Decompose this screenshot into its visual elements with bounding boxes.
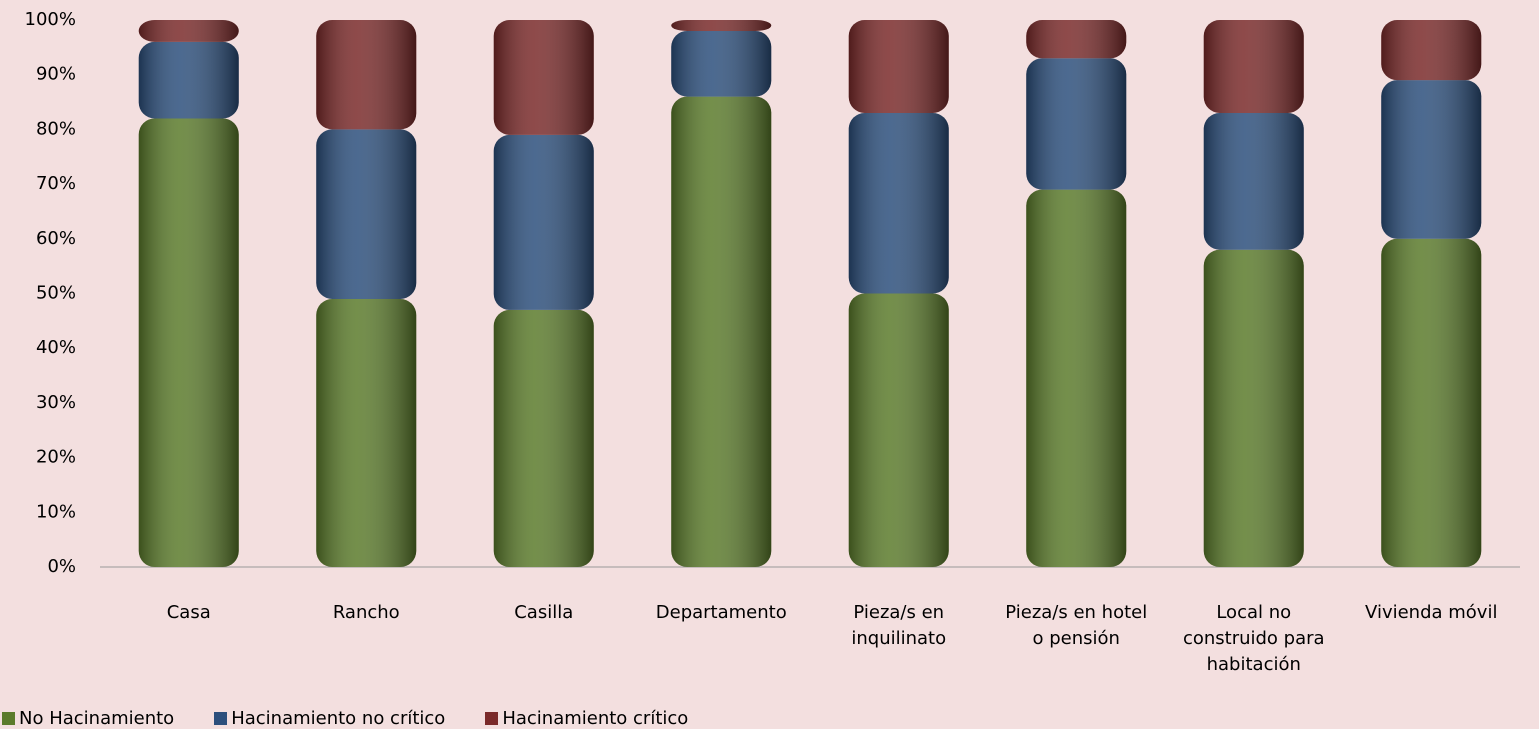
legend-swatch	[2, 712, 15, 725]
y-tick-label: 60%	[36, 228, 76, 249]
x-tick-label: Pieza/s en inquilinato	[851, 602, 947, 649]
legend-swatch	[485, 712, 499, 725]
y-tick-label: 20%	[36, 447, 76, 468]
bar-shade	[1203, 112, 1304, 250]
legend-label: Hacinamiento crítico	[502, 708, 689, 729]
bar-shade	[1026, 20, 1127, 59]
bar-shade	[138, 41, 239, 119]
x-tick-label: Pieza/s en hotel o pensión	[1005, 602, 1148, 649]
bar-shade	[848, 293, 949, 567]
bar-shade	[316, 20, 417, 130]
y-tick-label: 100%	[25, 9, 76, 30]
bar-shade	[1203, 20, 1304, 113]
bar-shade	[316, 298, 417, 567]
y-tick-label: 70%	[36, 173, 76, 194]
bar-shade	[1026, 189, 1127, 567]
bar-shade	[316, 129, 417, 299]
bar-shade	[493, 20, 594, 135]
x-tick-label: Casilla	[514, 602, 574, 623]
legend-item: Hacinamiento crítico	[485, 708, 688, 729]
legend-item: Hacinamiento no crítico	[214, 708, 445, 729]
bar-shade	[671, 30, 772, 97]
x-tick-label: Departamento	[655, 602, 787, 623]
bar-shade	[493, 309, 594, 567]
x-tick-label: Rancho	[332, 602, 400, 623]
y-tick-label: 30%	[36, 392, 76, 413]
bar-shade	[671, 96, 772, 567]
x-tick-label: Casa	[166, 602, 211, 623]
x-tick-label: Local no construido para habitación	[1182, 602, 1325, 675]
bar-shade	[493, 134, 594, 310]
bar-shade	[1026, 58, 1127, 190]
y-tick-label: 50%	[36, 283, 76, 304]
bar-shade	[138, 118, 239, 568]
y-tick-label: 10%	[36, 501, 76, 522]
bar-shade	[848, 112, 949, 294]
bar-shade	[1381, 80, 1482, 239]
y-tick-label: 90%	[36, 64, 76, 85]
bar-shade	[1381, 238, 1482, 568]
y-tick-label: 40%	[36, 337, 76, 358]
legend-label: No Hacinamiento	[19, 708, 175, 729]
bar-shade	[848, 20, 949, 113]
legend-swatch	[214, 712, 228, 725]
bar-shade	[138, 20, 239, 42]
legend-item: No Hacinamiento	[2, 708, 174, 729]
bar-shade	[1381, 20, 1482, 81]
bar-shade	[1203, 249, 1304, 568]
y-tick-label: 80%	[36, 118, 76, 139]
bar-shade	[671, 20, 772, 31]
x-tick-label: Vivienda móvil	[1365, 602, 1498, 623]
legend-label: Hacinamiento no crítico	[231, 708, 446, 729]
y-tick-label: 0%	[47, 556, 76, 577]
